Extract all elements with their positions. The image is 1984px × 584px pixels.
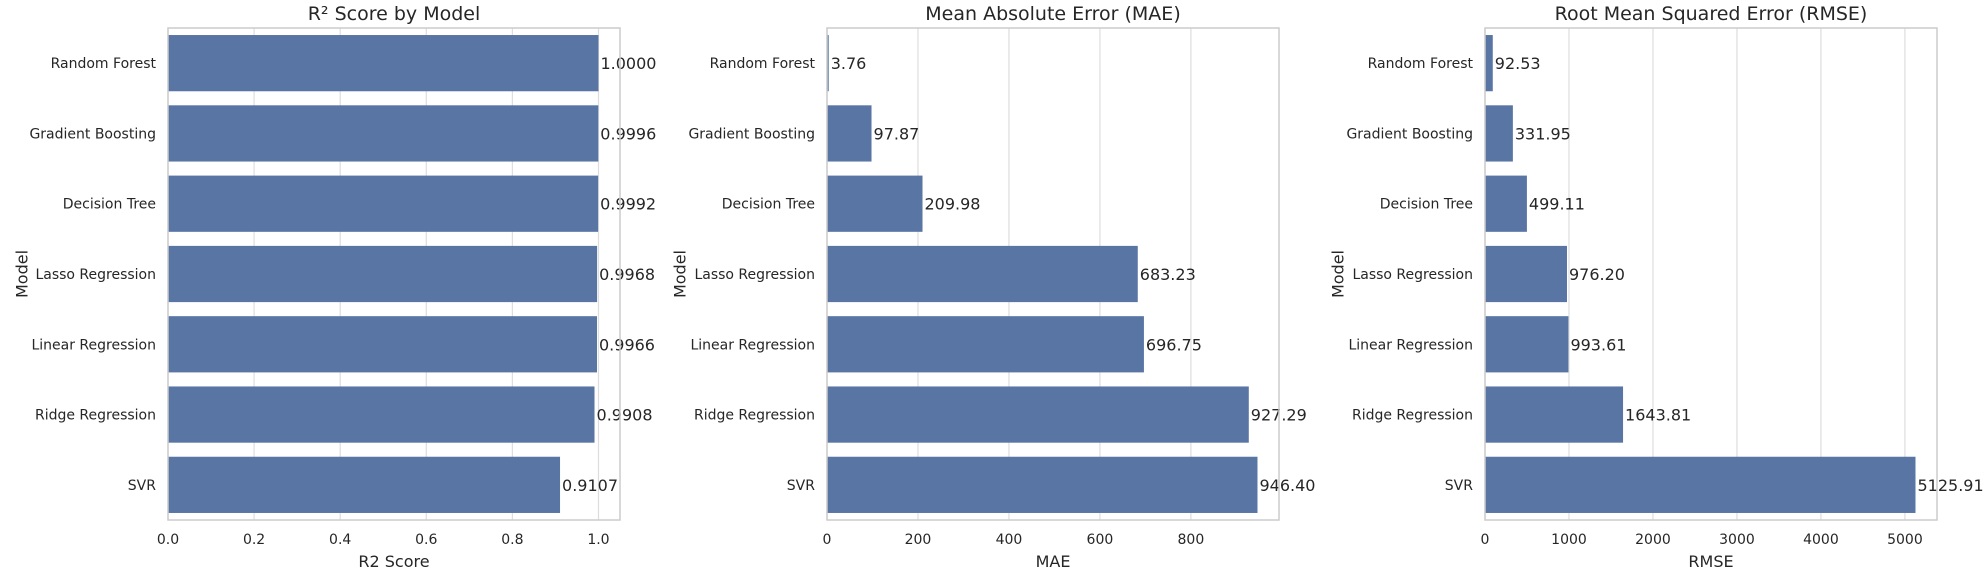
bar-ridge-regression [827, 386, 1249, 443]
x-tick-label: 400 [996, 532, 1023, 548]
y-tick-label: Random Forest [1368, 56, 1474, 72]
data-label: 209.98 [925, 195, 981, 214]
y-axis-label: Model [1329, 250, 1348, 298]
y-tick-label: Random Forest [710, 56, 816, 72]
data-label: 0.9966 [599, 335, 655, 354]
data-label: 0.9908 [597, 406, 653, 425]
bar-svr [168, 456, 561, 513]
bar-decision-tree [827, 175, 923, 232]
data-label: 97.87 [874, 124, 920, 143]
data-label: 0.9996 [600, 124, 656, 143]
plot-frame [826, 27, 1280, 521]
bar-svr [827, 456, 1258, 513]
y-tick-label: Decision Tree [63, 197, 156, 213]
bar-random-forest [1485, 35, 1493, 92]
y-tick-label: Lasso Regression [694, 267, 815, 283]
x-tick-label: 2000 [1635, 532, 1671, 548]
data-label: 1.0000 [600, 54, 656, 73]
x-tick-label: 3000 [1719, 532, 1755, 548]
data-label: 3.76 [831, 54, 867, 73]
data-label: 946.40 [1259, 476, 1315, 495]
x-axis-label: RMSE [1688, 552, 1733, 571]
chart-panel-2: 3.7697.87209.98683.23696.75927.29946.40R… [671, 3, 1316, 571]
y-tick-label: Linear Regression [1348, 337, 1473, 353]
data-label: 696.75 [1146, 335, 1202, 354]
chart-title: R² Score by Model [308, 3, 481, 25]
y-tick-label: Decision Tree [1380, 197, 1473, 213]
bar-linear-regression [1485, 316, 1569, 373]
data-label: 683.23 [1140, 265, 1196, 284]
x-tick-label: 0.0 [157, 532, 179, 548]
bar-ridge-regression [1485, 386, 1624, 443]
y-tick-label: Lasso Regression [35, 267, 156, 283]
bar-decision-tree [1485, 175, 1527, 232]
x-axis-label: MAE [1036, 552, 1071, 571]
y-axis-label: Model [13, 250, 32, 298]
bar-random-forest [168, 35, 599, 92]
y-axis-label: Model [671, 250, 690, 298]
y-tick-label: Ridge Regression [35, 408, 156, 424]
x-tick-label: 5000 [1887, 532, 1923, 548]
y-tick-label: Ridge Regression [1352, 408, 1473, 424]
data-label: 993.61 [1570, 335, 1626, 354]
y-tick-label: Gradient Boosting [1346, 126, 1473, 142]
x-tick-label: 0 [1481, 532, 1490, 548]
x-axis-label: R2 Score [358, 552, 429, 571]
data-label: 0.9992 [600, 195, 656, 214]
x-tick-label: 1.0 [587, 532, 609, 548]
chart-panel-3: 92.53 331.95 499.11 976.20 993.61 1643.81 5125… [1329, 3, 1984, 571]
y-tick-label: SVR [1445, 478, 1473, 494]
bar-linear-regression [827, 316, 1144, 373]
x-tick-label: 800 [1178, 532, 1205, 548]
bar-lasso-regression [168, 245, 598, 303]
bar-gradient-boosting [1485, 105, 1513, 162]
y-tick-label: Decision Tree [722, 197, 815, 213]
x-tick-label: 0.8 [501, 532, 523, 548]
y-tick-label: SVR [128, 478, 156, 494]
y-tick-label: Linear Regression [31, 337, 156, 353]
chart-panel-1: 1.0000 0.9996 0.9992 0.9968 0.9966 0.9908 0.91… [13, 3, 657, 571]
y-tick-label: Lasso Regression [1352, 267, 1473, 283]
bar-lasso-regression [1485, 245, 1567, 303]
bar-svr [1485, 456, 1916, 513]
y-tick-label: SVR [787, 478, 815, 494]
y-tick-label: Gradient Boosting [29, 126, 156, 142]
x-tick-label: 0 [823, 532, 832, 548]
bar-decision-tree [168, 175, 599, 232]
plot-frame [167, 27, 621, 521]
x-tick-label: 0.4 [329, 532, 351, 548]
bar-gradient-boosting [168, 105, 599, 162]
data-label: 0.9968 [599, 265, 655, 284]
chart-title: Root Mean Squared Error (RMSE) [1555, 3, 1868, 25]
data-label: 976.20 [1569, 265, 1625, 284]
y-tick-label: Ridge Regression [694, 408, 815, 424]
y-tick-label: Linear Regression [690, 337, 815, 353]
x-tick-label: 0.6 [415, 532, 437, 548]
data-label: 92.53 [1495, 54, 1541, 73]
y-tick-label: Random Forest [51, 56, 157, 72]
x-tick-label: 1000 [1551, 532, 1587, 548]
bar-linear-regression [168, 316, 598, 373]
y-tick-label: Gradient Boosting [688, 126, 815, 142]
chart-title: Mean Absolute Error (MAE) [925, 3, 1180, 25]
bar-lasso-regression [827, 245, 1138, 303]
data-label: 5125.91 [1917, 476, 1983, 495]
bar-gradient-boosting [827, 105, 872, 162]
x-tick-label: 4000 [1803, 532, 1839, 548]
bar-ridge-regression [168, 386, 595, 443]
plot-frame [1484, 27, 1938, 521]
x-tick-label: 0.2 [243, 532, 265, 548]
x-tick-label: 600 [1087, 532, 1114, 548]
data-label: 1643.81 [1625, 406, 1691, 425]
bar-random-forest [827, 35, 829, 92]
data-label: 0.9107 [562, 476, 618, 495]
data-label: 499.11 [1529, 195, 1585, 214]
data-label: 331.95 [1515, 124, 1571, 143]
x-tick-label: 200 [905, 532, 932, 548]
